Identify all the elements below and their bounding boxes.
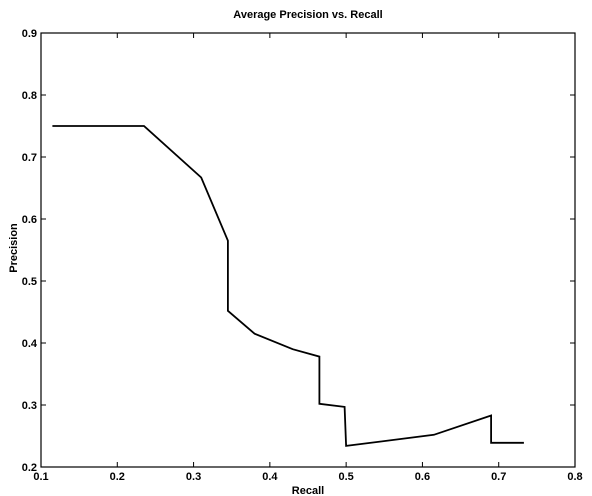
y-axis-label: Precision: [8, 223, 20, 273]
y-tick-label: 0.5: [22, 276, 37, 288]
y-tick-label: 0.9: [22, 28, 37, 40]
y-tick-label: 0.2: [22, 462, 37, 474]
x-tick-label: 0.5: [338, 471, 353, 483]
x-tick-label: 0.2: [110, 471, 125, 483]
series-line: [52, 125, 524, 447]
x-tick-label: 0.4: [262, 471, 278, 483]
x-axis-label: Recall: [292, 485, 324, 496]
x-tick-label: 0.6: [415, 471, 430, 483]
plot-frame: [40, 32, 576, 468]
x-tick-label: 0.8: [567, 471, 582, 483]
y-tick-label: 0.6: [22, 214, 37, 226]
x-tick-label: 0.3: [186, 471, 201, 483]
x-tick-label: 0.1: [33, 471, 48, 483]
plot-area: 0.1 0.2 0.3 0.4 0.5 0.6 0.7 0.80.20.30.40.50.60…: [22, 28, 583, 483]
y-tick-label: 0.8: [22, 90, 37, 102]
chart-title: Average Precision vs. Recall: [233, 9, 382, 21]
y-tick-label: 0.4: [22, 338, 38, 350]
x-tick-label: 0.7: [491, 471, 506, 483]
y-tick-label: 0.7: [22, 152, 37, 164]
y-tick-label: 0.3: [22, 400, 37, 412]
